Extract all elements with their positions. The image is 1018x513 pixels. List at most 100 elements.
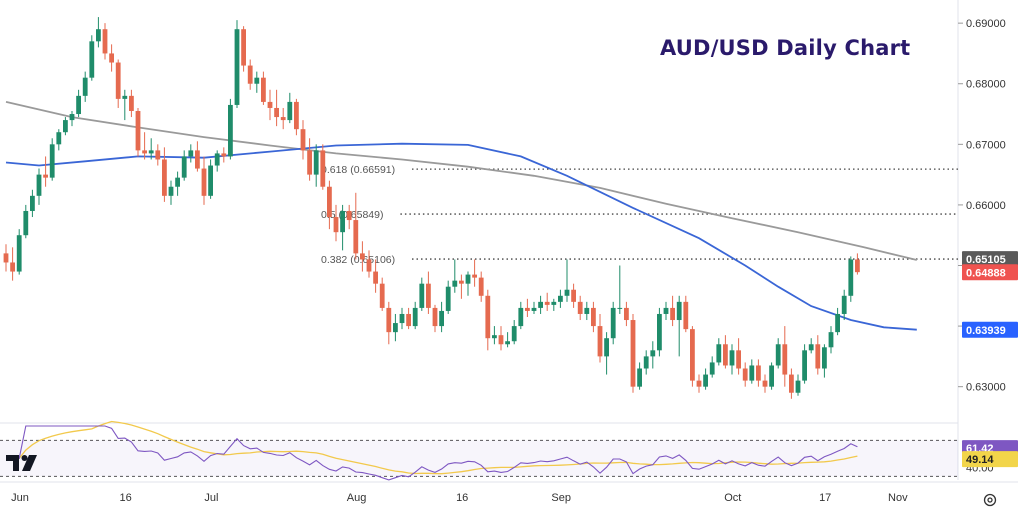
candle-body — [181, 156, 187, 178]
candle — [360, 241, 365, 272]
rsi-badge — [962, 451, 1018, 468]
candle-body — [716, 344, 722, 363]
date-tick-label: Nov — [888, 492, 908, 504]
candle-body — [789, 374, 794, 393]
candle — [855, 253, 860, 275]
candle-body — [742, 368, 748, 381]
candle — [610, 301, 616, 345]
candle-body — [63, 120, 68, 133]
candle-body — [201, 168, 207, 196]
candle-body — [313, 150, 319, 175]
candle — [148, 138, 154, 160]
candle — [320, 144, 326, 190]
candle — [82, 71, 88, 102]
candle-body — [379, 283, 385, 308]
candle — [445, 280, 451, 314]
candle — [419, 277, 425, 311]
candle — [56, 129, 62, 151]
candle — [340, 204, 345, 251]
chart-title: AUD/USD Daily Chart — [660, 36, 911, 60]
candle-body — [76, 95, 81, 115]
candle — [327, 180, 332, 230]
candle-body — [241, 29, 246, 66]
candle-body — [795, 380, 801, 393]
candle — [109, 44, 114, 72]
candle-body — [195, 150, 200, 169]
candle — [723, 335, 728, 369]
candle — [478, 271, 484, 302]
candle-body — [267, 101, 273, 108]
candle-body — [327, 186, 332, 218]
candle-body — [287, 101, 293, 121]
candle-body — [815, 344, 821, 369]
candlesticks — [3, 17, 860, 399]
candle-body — [670, 307, 675, 321]
candle-body — [261, 77, 266, 102]
candle-body — [228, 104, 233, 157]
candle-body — [736, 350, 741, 369]
axes: 0.690000.680000.670000.660000.650000.640… — [11, 18, 1018, 504]
date-tick-label: Sep — [551, 492, 571, 504]
candle — [122, 89, 128, 121]
candle — [558, 289, 563, 308]
candle-body — [610, 307, 616, 339]
candle-body — [445, 286, 451, 311]
candle-body — [478, 277, 484, 296]
candle — [36, 168, 42, 205]
tradingview-logo-icon[interactable] — [6, 453, 40, 478]
candle-body — [360, 253, 365, 260]
settings-icon[interactable] — [982, 492, 998, 513]
candle — [637, 362, 642, 390]
moving-average-slow — [5, 101, 918, 261]
candle-body — [89, 41, 95, 78]
candle-body — [531, 307, 537, 311]
fib-levels: 0.618 (0.66591)0.5 (0.65849)0.382 (0.651… — [321, 164, 958, 266]
candle — [3, 244, 9, 272]
candle — [709, 356, 715, 378]
candle — [604, 332, 609, 375]
candle-body — [650, 350, 656, 357]
candle-body — [459, 280, 464, 284]
candle — [577, 295, 583, 321]
candle — [472, 259, 477, 287]
candle-body — [69, 114, 75, 121]
fib-level-label: 0.382 (0.65106) — [321, 254, 395, 266]
candle-body — [643, 356, 649, 369]
candle — [775, 338, 781, 369]
candle — [492, 326, 497, 345]
candle-body — [142, 150, 147, 154]
candle — [432, 304, 438, 333]
candle-body — [835, 313, 840, 333]
candle — [544, 292, 550, 311]
candle-body — [472, 274, 477, 278]
rsi-badge-label: 49.14 — [966, 454, 994, 466]
candle — [835, 307, 840, 336]
grid-layer — [0, 0, 1018, 483]
candle — [815, 335, 821, 375]
candle — [247, 59, 253, 90]
candle — [30, 189, 35, 218]
candle — [241, 26, 246, 72]
price-badge-label: 0.63939 — [966, 325, 1006, 337]
candle — [393, 313, 398, 342]
candle-body — [525, 307, 530, 311]
candle — [346, 204, 352, 230]
candle-body — [808, 344, 814, 351]
candle — [313, 144, 319, 187]
candle-body — [426, 283, 431, 308]
candle — [181, 150, 187, 181]
candle-body — [393, 323, 398, 333]
candle-body — [723, 344, 728, 366]
candle-body — [729, 350, 735, 366]
candle-body — [775, 344, 781, 366]
candle-body — [188, 150, 194, 157]
candle-body — [412, 307, 418, 327]
candle-body — [135, 111, 141, 151]
candle — [300, 120, 306, 160]
candle — [49, 138, 55, 181]
candle-body — [294, 101, 299, 130]
date-tick-label: Aug — [347, 492, 367, 504]
candle — [201, 156, 207, 205]
candle-body — [782, 344, 788, 375]
